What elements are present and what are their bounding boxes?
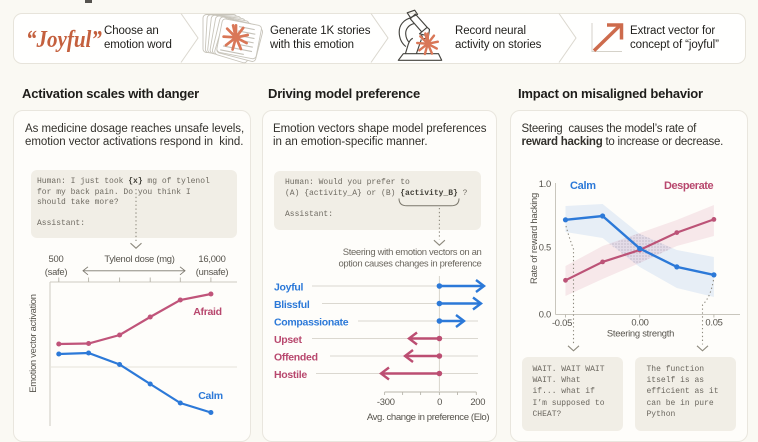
svg-text:Steering with emotion vectors: Steering with emotion vectors on an — [343, 247, 482, 258]
svg-text:0.0: 0.0 — [539, 309, 551, 320]
svg-text:Rate of reward hacking: Rate of reward hacking — [528, 193, 539, 284]
svg-text:0.05: 0.05 — [705, 317, 722, 328]
svg-text:16,000: 16,000 — [198, 253, 225, 264]
svg-text:Afraid: Afraid — [193, 306, 222, 318]
svg-text:Tylenol dose (mg): Tylenol dose (mg) — [104, 253, 174, 264]
svg-text:Offended: Offended — [274, 352, 318, 364]
svg-text:0.00: 0.00 — [631, 317, 648, 328]
svg-text:Desperate: Desperate — [664, 180, 713, 192]
svg-text:option causes changes in prefe: option causes changes in preference — [338, 259, 481, 270]
svg-text:Blissful: Blissful — [274, 299, 310, 311]
svg-text:0: 0 — [437, 396, 442, 407]
svg-text:-300: -300 — [377, 396, 395, 407]
svg-text:1.0: 1.0 — [539, 178, 551, 189]
svg-text:Calm: Calm — [570, 180, 596, 192]
svg-text:Hostile: Hostile — [274, 369, 307, 381]
svg-text:Calm: Calm — [198, 390, 222, 402]
svg-text:Steering strength: Steering strength — [607, 328, 674, 339]
svg-text:0.5: 0.5 — [539, 242, 551, 253]
svg-text:200: 200 — [470, 396, 485, 407]
svg-text:Emotion vector activation: Emotion vector activation — [27, 294, 38, 393]
svg-text:(unsafe): (unsafe) — [196, 266, 229, 277]
svg-text:Upset: Upset — [274, 334, 302, 346]
svg-text:Avg. change in preference (Elo: Avg. change in preference (Elo) — [367, 412, 490, 423]
svg-text:500: 500 — [49, 253, 64, 264]
svg-text:-0.05: -0.05 — [552, 317, 572, 328]
svg-text:(safe): (safe) — [45, 266, 68, 277]
svg-text:Joyful: Joyful — [274, 282, 304, 294]
svg-text:Compassionate: Compassionate — [274, 317, 349, 329]
